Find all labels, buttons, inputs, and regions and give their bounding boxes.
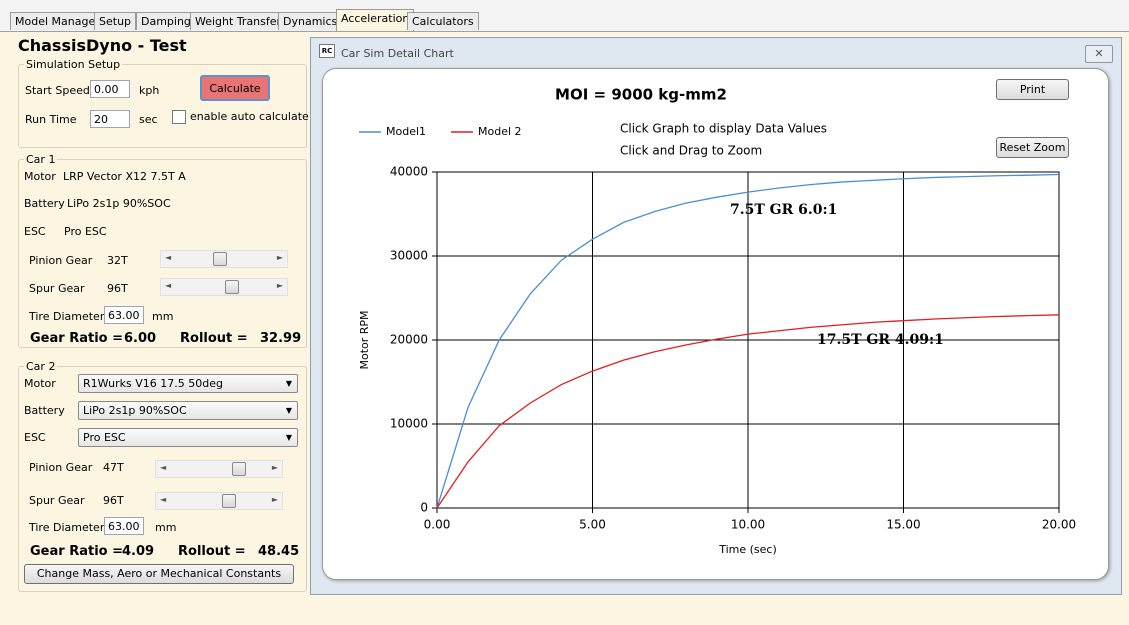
tab[interactable]: Weight Transfer bbox=[190, 12, 287, 30]
y-tick-label: 30000 bbox=[390, 249, 428, 263]
label: Gear Ratio = bbox=[30, 331, 123, 346]
y-tick-label: 20000 bbox=[390, 333, 428, 347]
value: 6.00 bbox=[124, 331, 157, 346]
value: R1Wurks V16 17.5 50deg bbox=[83, 377, 223, 390]
y-axis-label: Motor RPM bbox=[358, 310, 371, 369]
value: 48.45 bbox=[258, 544, 300, 559]
tab[interactable]: Model Manager bbox=[10, 12, 105, 30]
checkbox[interactable] bbox=[172, 110, 186, 124]
value: 96T bbox=[103, 494, 124, 507]
value: 47T bbox=[103, 461, 124, 474]
group-box bbox=[18, 64, 307, 148]
slider[interactable]: ◄ ► bbox=[160, 250, 288, 268]
y-tick-label: 10000 bbox=[390, 417, 428, 431]
legend-label: Model1 bbox=[386, 125, 426, 138]
slider[interactable]: ◄ ► bbox=[155, 492, 283, 510]
value: 96T bbox=[107, 282, 128, 295]
text-input[interactable]: 63.00 bbox=[104, 306, 144, 324]
checkbox-label[interactable]: enable auto calculate bbox=[190, 110, 309, 123]
group-title: Simulation Setup bbox=[24, 58, 123, 71]
legend-label: Model 2 bbox=[478, 125, 522, 138]
label: Rollout = bbox=[180, 331, 248, 346]
label: ESC bbox=[24, 225, 46, 238]
constants-button[interactable]: Change Mass, Aero or Mechanical Constant… bbox=[24, 564, 294, 584]
chart-title: MOI = 9000 kg-mm2 bbox=[555, 86, 727, 104]
group-title: Car 2 bbox=[24, 360, 58, 373]
instruction: Click and Drag to Zoom bbox=[620, 144, 762, 158]
series-line bbox=[436, 314, 1060, 509]
unit: kph bbox=[139, 84, 160, 97]
series-line bbox=[436, 173, 1060, 509]
value: LRP Vector X12 7.5T A bbox=[63, 170, 186, 183]
label: Spur Gear bbox=[29, 494, 85, 507]
dropdown[interactable]: LiPo 2s1p 90%SOC ▼ bbox=[78, 401, 298, 420]
slider[interactable]: ◄ ► bbox=[160, 278, 288, 296]
value: LiPo 2s1p 90%SOC bbox=[83, 404, 187, 417]
group-box bbox=[18, 366, 307, 592]
x-tick-label: 15.00 bbox=[886, 518, 920, 532]
x-tick-label: 10.00 bbox=[731, 518, 765, 532]
label: Motor bbox=[24, 377, 56, 390]
x-axis-label: Time (sec) bbox=[718, 543, 777, 556]
tab[interactable]: Damping bbox=[136, 12, 196, 30]
value: 4.09 bbox=[122, 544, 155, 559]
slider[interactable]: ◄ ► bbox=[155, 460, 283, 478]
x-tick-label: 20.00 bbox=[1042, 518, 1076, 532]
window-title: Car Sim Detail Chart bbox=[341, 47, 454, 60]
value: Pro ESC bbox=[64, 225, 107, 238]
label: Battery bbox=[24, 404, 65, 417]
y-tick-label: 40000 bbox=[390, 165, 428, 179]
y-tick-label: 0 bbox=[420, 501, 428, 515]
label: Gear Ratio = bbox=[30, 544, 123, 559]
label: ESC bbox=[24, 431, 46, 444]
chart-panel: MOI = 9000 kg-mm2 0 10000 20000 30000 40000 0.… bbox=[322, 68, 1109, 580]
unit: sec bbox=[139, 113, 158, 126]
reset-zoom-button[interactable]: Reset Zoom bbox=[996, 137, 1069, 158]
tab[interactable]: Calculators bbox=[407, 12, 479, 30]
tab-active[interactable]: Acceleration bbox=[336, 9, 415, 31]
value: LiPo 2s1p 90%SOC bbox=[67, 197, 171, 210]
calculate-button[interactable]: Calculate bbox=[200, 75, 270, 101]
window-icon: RC bbox=[319, 44, 335, 58]
unit: mm bbox=[155, 521, 177, 534]
group-box bbox=[18, 159, 307, 348]
label: Battery bbox=[24, 197, 65, 210]
value: Pro ESC bbox=[83, 431, 126, 444]
x-tick-label: 0.00 bbox=[424, 518, 451, 532]
label: Pinion Gear bbox=[29, 254, 93, 267]
annotation: 7.5T GR 6.0:1 bbox=[730, 202, 837, 218]
dropdown[interactable]: Pro ESC ▼ bbox=[78, 428, 298, 447]
value: 32T bbox=[107, 254, 128, 267]
text-input[interactable]: 0.00 bbox=[90, 80, 130, 98]
close-button[interactable]: ✕ bbox=[1085, 45, 1113, 63]
tab[interactable]: Setup bbox=[94, 12, 137, 30]
tab-bar: Model Manager Setup Damping Weight Trans… bbox=[0, 0, 1129, 32]
value: 32.99 bbox=[260, 331, 302, 346]
plot-frame bbox=[436, 171, 1060, 509]
panel-title: ChassisDyno - Test bbox=[18, 36, 187, 55]
chart[interactable]: MOI = 9000 kg-mm2 0 10000 20000 30000 40000 0.… bbox=[323, 69, 1108, 579]
dropdown[interactable]: R1Wurks V16 17.5 50deg ▼ bbox=[78, 374, 298, 393]
annotation: 17.5T GR 4.09:1 bbox=[817, 332, 944, 348]
label: Tire Diameter bbox=[29, 521, 105, 534]
label: Run Time bbox=[25, 113, 77, 126]
label: Pinion Gear bbox=[29, 461, 93, 474]
unit: mm bbox=[152, 310, 174, 323]
print-button[interactable]: Print bbox=[996, 79, 1069, 100]
label: Start Speed bbox=[25, 84, 90, 97]
chart-window: RC Car Sim Detail Chart ✕ MOI = 9000 kg-… bbox=[310, 37, 1122, 595]
text-input[interactable]: 20 bbox=[90, 110, 130, 128]
x-tick-label: 5.00 bbox=[579, 518, 606, 532]
label: Spur Gear bbox=[29, 282, 85, 295]
label: Motor bbox=[24, 170, 56, 183]
tab[interactable]: Dynamics bbox=[278, 12, 343, 30]
label: Tire Diameter bbox=[29, 310, 105, 323]
instruction: Click Graph to display Data Values bbox=[620, 122, 827, 136]
group-title: Car 1 bbox=[24, 153, 58, 166]
label: Rollout = bbox=[178, 544, 246, 559]
text-input[interactable]: 63.00 bbox=[104, 517, 144, 535]
